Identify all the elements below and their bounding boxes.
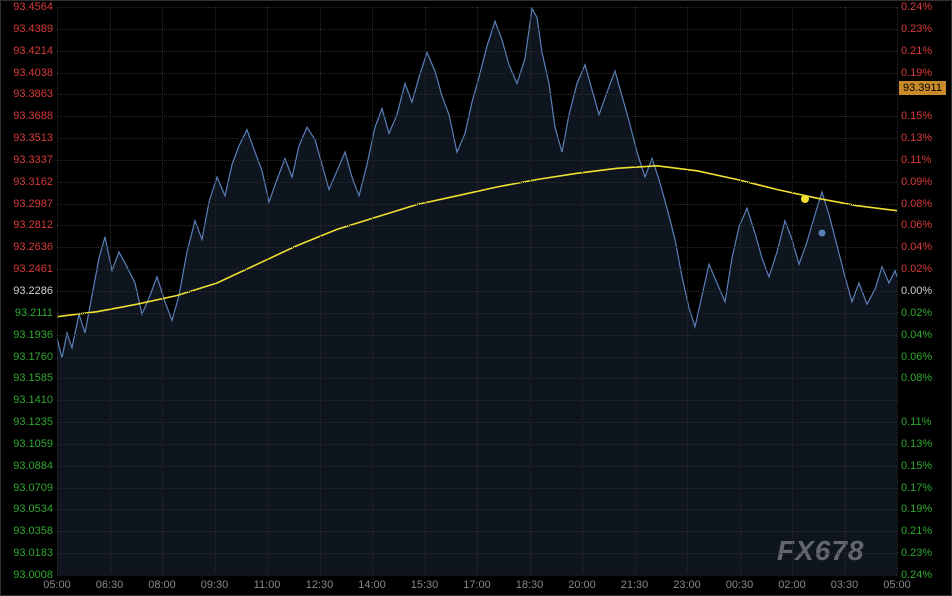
gridline-v <box>897 7 898 575</box>
x-label: 21:30 <box>621 579 649 591</box>
y-right-label: 0.24% <box>901 1 932 13</box>
y-right-label: 0.15% <box>901 110 932 122</box>
y-right-label: 0.09% <box>901 176 932 188</box>
y-right-label: 0.15% <box>901 460 932 472</box>
gridline-v <box>372 7 373 575</box>
x-label: 05:00 <box>43 579 71 591</box>
y-right-label: 0.08% <box>901 372 932 384</box>
gridline-v <box>635 7 636 575</box>
y-right-label: 0.02% <box>901 263 932 275</box>
y-right-label: 0.02% <box>901 307 932 319</box>
last-price-tag: 93.3911 <box>899 81 946 95</box>
y-left-label: 93.3863 <box>1 88 53 100</box>
gridline-v <box>162 7 163 575</box>
y-left-label: 93.4038 <box>1 67 53 79</box>
x-label: 02:00 <box>778 579 806 591</box>
gridline-v <box>530 7 531 575</box>
gridline-v <box>267 7 268 575</box>
x-label: 06:30 <box>96 579 124 591</box>
x-label: 17:00 <box>463 579 491 591</box>
gridline-v <box>215 7 216 575</box>
gridline-v <box>687 7 688 575</box>
y-left-label: 93.4389 <box>1 23 53 35</box>
y-left-label: 93.0183 <box>1 547 53 559</box>
price-marker <box>819 230 826 237</box>
y-right-label: 0.11% <box>901 154 931 166</box>
y-right-label: 0.08% <box>901 198 932 210</box>
gridline-v <box>845 7 846 575</box>
fx-chart: 93.4564 93.4389 93.4214 93.4038 93.3863 93.36… <box>0 0 952 596</box>
y-right-label: 0.21% <box>901 45 932 57</box>
gridline-v <box>57 7 58 575</box>
y-right-label: 0.17% <box>901 482 932 494</box>
x-label: 08:00 <box>148 579 176 591</box>
y-left-label: 93.0884 <box>1 460 53 472</box>
watermark: FX678 <box>777 535 865 567</box>
y-left-label: 93.2111 <box>1 307 53 319</box>
y-left-label: 93.3337 <box>1 154 53 166</box>
y-right-label: 0.23% <box>901 23 932 35</box>
x-label: 11:00 <box>254 579 281 591</box>
y-left-label: 93.2636 <box>1 241 53 253</box>
y-right-label: 0.00% <box>901 285 932 297</box>
y-right-label: 0.21% <box>901 525 932 537</box>
y-left-label: 93.3513 <box>1 132 53 144</box>
y-left-label: 93.4214 <box>1 45 53 57</box>
y-left-label: 93.1585 <box>1 372 53 384</box>
y-left-label: 93.2812 <box>1 219 53 231</box>
gridline-v <box>477 7 478 575</box>
gridline-v <box>425 7 426 575</box>
x-label: 14:00 <box>358 579 386 591</box>
x-label: 09:30 <box>201 579 229 591</box>
y-left-label: 93.1059 <box>1 438 53 450</box>
x-label: 03:30 <box>831 579 859 591</box>
y-right-label: 0.13% <box>901 438 932 450</box>
y-left-label: 93.3162 <box>1 176 53 188</box>
y-right-label: 0.04% <box>901 329 932 341</box>
y-right-label: 0.13% <box>901 132 932 144</box>
y-right-label: 0.19% <box>901 67 932 79</box>
y-right-label: 0.11% <box>901 416 931 428</box>
y-left-label: 93.2987 <box>1 198 53 210</box>
gridline-h <box>57 575 897 576</box>
y-left-label: 93.1936 <box>1 329 53 341</box>
ma-marker <box>801 195 809 203</box>
y-left-label: 93.0534 <box>1 503 53 515</box>
x-label: 15:30 <box>411 579 439 591</box>
x-label: 23:00 <box>673 579 701 591</box>
y-left-label: 93.0358 <box>1 525 53 537</box>
y-right-label: 0.06% <box>901 351 932 363</box>
y-right-label: 0.04% <box>901 241 932 253</box>
x-label: 05:00 <box>883 579 911 591</box>
x-label: 20:00 <box>568 579 596 591</box>
y-left-label: 93.3688 <box>1 110 53 122</box>
y-left-label: 93.1410 <box>1 394 53 406</box>
gridline-v <box>110 7 111 575</box>
x-label: 12:30 <box>306 579 334 591</box>
y-left-label: 93.2461 <box>1 263 53 275</box>
gridline-v <box>320 7 321 575</box>
y-left-label: 93.1235 <box>1 416 53 428</box>
y-left-label: 93.0709 <box>1 482 53 494</box>
x-label: 00:30 <box>726 579 754 591</box>
y-left-label: 93.4564 <box>1 1 53 13</box>
y-right-label: 0.19% <box>901 503 932 515</box>
gridline-v <box>740 7 741 575</box>
y-right-label: 0.23% <box>901 547 932 559</box>
y-left-label: 93.1760 <box>1 351 53 363</box>
gridline-v <box>792 7 793 575</box>
x-label: 18:30 <box>516 579 544 591</box>
y-right-label: 0.06% <box>901 219 932 231</box>
gridline-v <box>582 7 583 575</box>
y-left-label: 93.2286 <box>1 285 53 297</box>
